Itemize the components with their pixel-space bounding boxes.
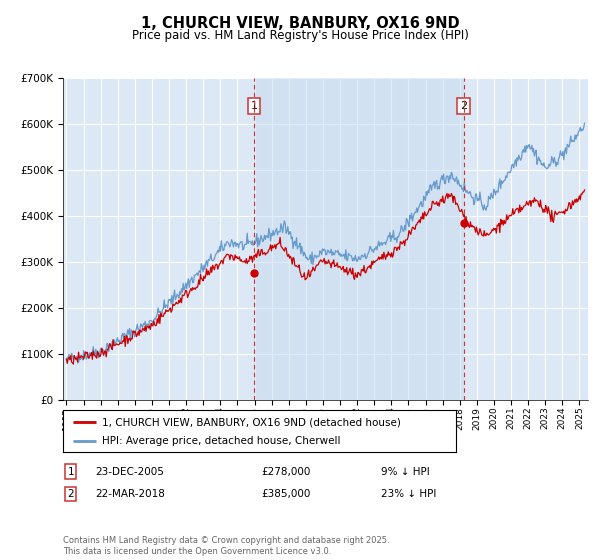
Text: 23% ↓ HPI: 23% ↓ HPI [381, 489, 436, 499]
Text: 2: 2 [67, 489, 74, 499]
Text: 22-MAR-2018: 22-MAR-2018 [95, 489, 164, 499]
Text: 23-DEC-2005: 23-DEC-2005 [95, 466, 164, 477]
Text: 9% ↓ HPI: 9% ↓ HPI [381, 466, 430, 477]
Text: 2: 2 [460, 101, 467, 111]
Text: £385,000: £385,000 [261, 489, 310, 499]
Text: 1, CHURCH VIEW, BANBURY, OX16 9ND: 1, CHURCH VIEW, BANBURY, OX16 9ND [140, 16, 460, 31]
Text: 1: 1 [251, 101, 257, 111]
Bar [254, 78, 464, 400]
Text: 1, CHURCH VIEW, BANBURY, OX16 9ND (detached house): 1, CHURCH VIEW, BANBURY, OX16 9ND (detac… [103, 417, 401, 427]
Text: Price paid vs. HM Land Registry's House Price Index (HPI): Price paid vs. HM Land Registry's House … [131, 29, 469, 42]
Text: HPI: Average price, detached house, Cherwell: HPI: Average price, detached house, Cher… [103, 436, 341, 446]
Text: £278,000: £278,000 [261, 466, 310, 477]
Text: 1: 1 [67, 466, 74, 477]
Text: Contains HM Land Registry data © Crown copyright and database right 2025.
This d: Contains HM Land Registry data © Crown c… [63, 536, 389, 556]
